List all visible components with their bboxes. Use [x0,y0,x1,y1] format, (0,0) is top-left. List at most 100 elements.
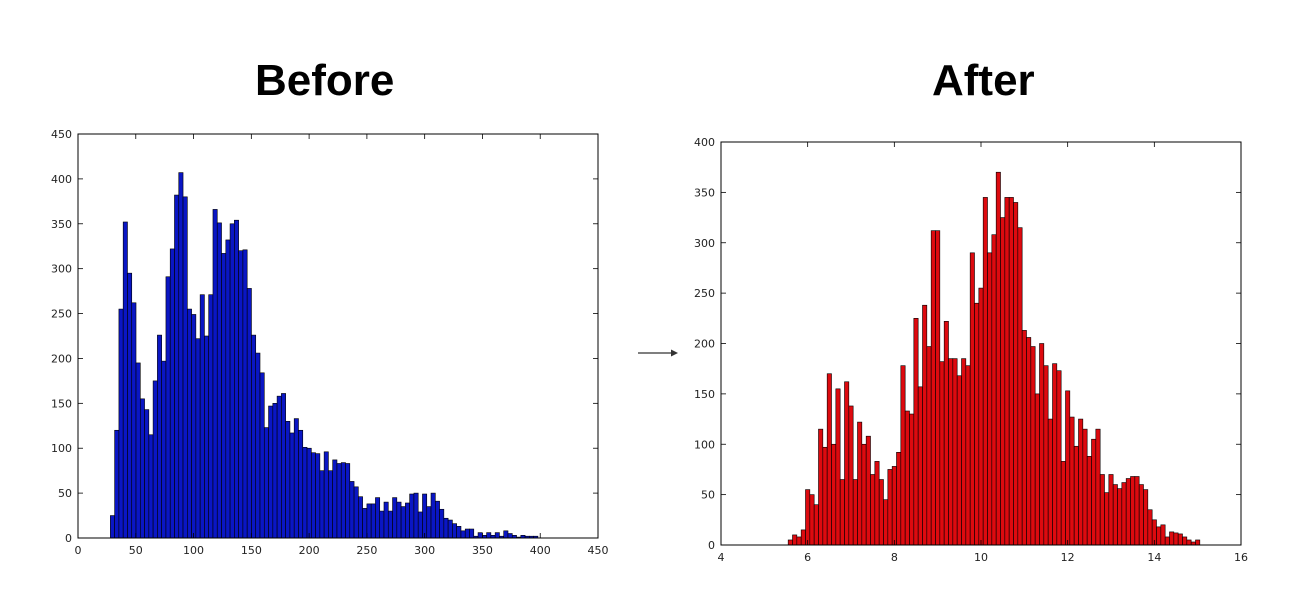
x-tick-label: 6 [804,551,811,564]
y-tick-label: 200 [694,338,715,351]
y-tick-label: 350 [694,186,715,199]
histogram-bar [974,302,980,546]
histogram-bar [426,506,432,539]
before-title: Before [255,56,395,105]
plot-frame [77,133,599,539]
histogram-bar [379,510,385,539]
histogram-bar [464,528,470,539]
histogram-bar [187,308,192,539]
x-tick-label: 0 [75,544,82,557]
histogram-bar [255,352,261,539]
histogram-bar [336,463,342,539]
x-tick-label: 400 [530,544,551,557]
histogram-bar [1030,346,1036,546]
histogram-bar [896,452,902,546]
histogram-bar [1013,202,1019,546]
histogram-bar [144,409,150,539]
histogram-bar [174,194,180,539]
histogram-bar [469,528,475,539]
after-histogram: 4 6 8 10 12 14 16 0 50 100 150 200 250 300 350 400 [694,136,1248,564]
histogram-bar [127,272,133,539]
y-tick-label: 400 [694,136,715,149]
histogram-bar [1104,492,1110,546]
histogram-bar [1078,418,1084,546]
histogram-bar [883,499,889,546]
x-tick-label: 12 [1061,551,1075,564]
histogram-bar [1086,456,1092,546]
histogram-bar [1082,428,1088,546]
y-tick-label: 100 [694,438,715,451]
histogram-bar [991,234,997,546]
histogram-bar [1130,476,1136,546]
histogram-bar [787,539,793,546]
y-tick-label: 150 [51,397,72,410]
histogram-bar [1052,363,1058,546]
histogram-bar [289,432,295,539]
histogram-bar [1047,418,1053,546]
histogram-bar [370,503,376,539]
histogram-bar [430,492,436,539]
histogram-bar [191,314,197,539]
x-tick-label: 350 [472,544,493,557]
histogram-bar [110,515,115,539]
histogram-bar [396,501,402,539]
histogram-bar [234,219,239,539]
histogram-bar [1169,531,1175,546]
x-tick-label: 300 [414,544,435,557]
histogram-bar [204,335,209,539]
histogram-bar [216,222,222,539]
y-tick-label: 250 [51,308,72,321]
histogram-bar [805,489,811,546]
histogram-bar [409,493,415,539]
histogram-bar [208,294,214,539]
histogram-bar [1121,482,1127,546]
histogram-bar [826,373,832,546]
histogram-bar [1112,484,1118,546]
histogram-bar [848,405,854,546]
y-tick-label: 0 [708,539,715,552]
histogram-bar [460,530,466,539]
histogram-bar [1134,476,1140,546]
histogram-bar [353,486,359,539]
histogram-bar [1117,488,1123,546]
histogram-bar [831,443,837,546]
x-tick-label: 16 [1234,551,1248,564]
histogram-bar [392,497,398,539]
before-histogram: 0 50 100 150 200 250 300 350 400 450 0 50 100 150 200 2… [51,128,609,557]
histogram-bar [311,452,316,539]
histogram-bar [152,380,158,539]
histogram-bar [362,508,368,539]
histogram-bar [358,496,363,539]
histogram-bar [792,534,798,546]
histogram-bar [503,530,509,539]
y-tick-label: 50 [58,487,72,500]
x-tick-label: 10 [974,551,988,564]
y-tick-label: 50 [701,489,715,502]
histogram-bar [1095,428,1101,546]
histogram-bar [844,381,850,546]
histogram-bar [1069,416,1075,546]
x-tick-label: 250 [356,544,377,557]
histogram-bar [909,413,915,546]
histogram-bar [447,519,453,539]
histogram-bar [835,388,841,546]
histogram-bar [809,494,815,546]
histogram-bar [422,493,428,539]
histogram-bar [870,474,876,546]
histogram-bar [939,361,945,546]
histogram-bar [995,171,1001,546]
histogram-bar [413,492,419,539]
histogram-bar [861,443,867,546]
y-tick-label: 350 [51,218,72,231]
y-tick-label: 450 [51,128,72,141]
histogram-bar [965,365,971,546]
histogram-bar [1147,509,1153,546]
histogram-bar [1060,461,1066,546]
histogram-bar [135,362,141,539]
histogram-bar [874,461,880,546]
x-tick-label: 8 [891,551,898,564]
y-tick-label: 300 [51,263,72,276]
histogram-bar [796,536,802,546]
histogram-bar [366,503,372,539]
histogram-bar [1173,532,1179,546]
